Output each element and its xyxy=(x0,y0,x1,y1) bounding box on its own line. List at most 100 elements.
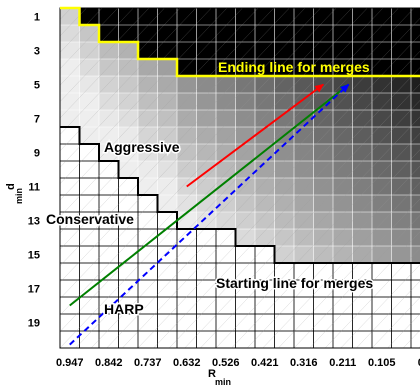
heatmap-cell xyxy=(313,8,333,25)
heatmap-cell xyxy=(352,93,372,110)
heatmap-cell xyxy=(235,59,255,76)
heatmap-cell xyxy=(60,195,80,212)
y-tick-label: 19 xyxy=(28,318,40,330)
heatmap-cell xyxy=(391,110,411,127)
hatch-line xyxy=(231,149,420,348)
hatch-line xyxy=(106,18,420,348)
heatmap-cell xyxy=(216,144,236,161)
y-tick-label: 7 xyxy=(34,114,40,126)
heatmap-cell xyxy=(157,229,177,246)
heatmap-cells xyxy=(60,8,420,348)
hatch-line xyxy=(60,8,243,201)
heatmap-cell xyxy=(274,331,294,348)
heatmap-cell xyxy=(294,25,314,42)
heatmap-cell xyxy=(99,178,119,195)
heatmap-cell xyxy=(196,229,216,246)
heatmap-cell xyxy=(118,246,138,263)
heatmap-cell xyxy=(60,110,80,127)
x-tick-label: 0.105 xyxy=(368,357,396,369)
heatmap-cell xyxy=(372,263,392,280)
heatmap-cell xyxy=(196,110,216,127)
heatmap-cell xyxy=(372,212,392,229)
heatmap-cell xyxy=(313,229,333,246)
heatmap-cell xyxy=(333,229,353,246)
arrow-conservative xyxy=(69,83,350,307)
heatmap-cell xyxy=(294,76,314,93)
heatmap-cell xyxy=(352,8,372,25)
heatmap-cell xyxy=(235,144,255,161)
y-tick-label: 15 xyxy=(28,250,40,262)
heatmap-cell xyxy=(138,229,158,246)
heatmap-cell xyxy=(138,25,158,42)
heatmap-cell xyxy=(391,59,411,76)
heatmap-cell xyxy=(138,331,158,348)
heatmap-cell xyxy=(294,178,314,195)
heatmap-cell xyxy=(99,144,119,161)
y-axis-label: d xyxy=(5,183,17,190)
hatch-line xyxy=(60,8,165,119)
heatmap-cell xyxy=(196,246,216,263)
heatmap-cell xyxy=(60,59,80,76)
heatmap-cell xyxy=(274,25,294,42)
heatmap-cell xyxy=(274,93,294,110)
heatmap-cell xyxy=(333,127,353,144)
heatmap-cell xyxy=(372,93,392,110)
heatmap-cell xyxy=(99,127,119,144)
heatmap-cell xyxy=(333,25,353,42)
heatmap-cell xyxy=(196,331,216,348)
heatmap-cell xyxy=(118,25,138,42)
heatmap-cell xyxy=(157,212,177,229)
heatmap-cell xyxy=(391,212,411,229)
heatmap-cell xyxy=(274,280,294,297)
heatmap-cell xyxy=(216,161,236,178)
y-axis-label-group: d min xyxy=(5,183,24,204)
hatch-line xyxy=(60,8,384,348)
heatmap-cell xyxy=(79,297,99,314)
heatmap-cell xyxy=(235,42,255,59)
plot-frame xyxy=(59,7,420,349)
heatmap-cell xyxy=(118,297,138,314)
heatmap-cell xyxy=(391,195,411,212)
heatmap-cell xyxy=(411,178,420,195)
heatmap-cell xyxy=(60,212,80,229)
heatmap-cell xyxy=(138,314,158,331)
heatmap-cell xyxy=(99,59,119,76)
heatmap-cell xyxy=(391,331,411,348)
heatmap-cell xyxy=(391,144,411,161)
hatch-line xyxy=(278,198,420,348)
heatmap-cell xyxy=(372,297,392,314)
heatmap-cell xyxy=(372,178,392,195)
heatmap-cell xyxy=(255,76,275,93)
heatmap-cell xyxy=(274,212,294,229)
heatmap-cell xyxy=(79,246,99,263)
heatmap-cell xyxy=(255,127,275,144)
x-tick-label: 0 xyxy=(418,357,420,369)
heatmap-cell xyxy=(352,110,372,127)
hatch-line xyxy=(91,8,415,348)
heatmap-cell xyxy=(313,93,333,110)
heatmap-cell xyxy=(391,280,411,297)
heatmap-cell xyxy=(99,331,119,348)
heatmap-cell xyxy=(118,161,138,178)
heatmap-cell xyxy=(333,297,353,314)
hatch-line xyxy=(122,34,420,348)
heatmap-cell xyxy=(60,76,80,93)
heatmap-cell xyxy=(333,144,353,161)
x-tick-label: 0.842 xyxy=(95,357,123,369)
heatmap-cell xyxy=(274,161,294,178)
heatmap-cell xyxy=(294,331,314,348)
heatmap-cell xyxy=(372,59,392,76)
heatmap-cell xyxy=(294,314,314,331)
heatmap-cell xyxy=(60,314,80,331)
heatmap-cell xyxy=(60,93,80,110)
heatmap-cell xyxy=(352,161,372,178)
heatmap-cell xyxy=(60,331,80,348)
heatmap-cell xyxy=(157,59,177,76)
heatmap-cell xyxy=(60,25,80,42)
heatmap-cell xyxy=(118,8,138,25)
heatmap-cell xyxy=(79,59,99,76)
heatmap-cell xyxy=(118,280,138,297)
heatmap-cell xyxy=(79,144,99,161)
heatmap-cell xyxy=(196,42,216,59)
heatmap-cell xyxy=(372,229,392,246)
